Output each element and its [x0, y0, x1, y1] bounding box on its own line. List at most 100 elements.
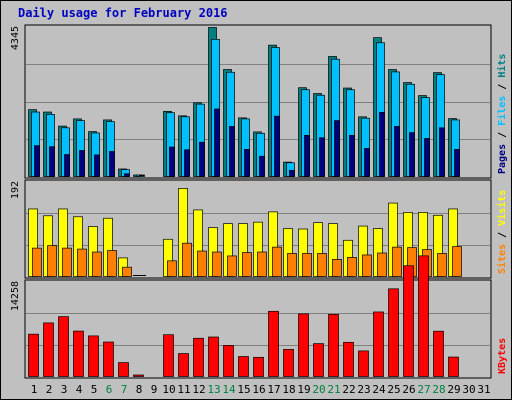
bar-kbytes-day-5 — [88, 335, 99, 377]
x-tick-label-day-3: 3 — [61, 383, 68, 396]
bar-pages-day-3 — [64, 154, 70, 177]
bar-pages-day-16 — [259, 155, 265, 177]
bar-pages-day-25 — [394, 126, 400, 177]
bar-sites-day-19 — [302, 253, 312, 277]
bar-kbytes-day-16 — [253, 356, 264, 377]
x-tick-label-day-28: 28 — [432, 383, 445, 396]
bar-pages-day-18 — [289, 169, 295, 177]
bar-kbytes-day-22 — [343, 341, 354, 377]
x-tick-label-day-23: 23 — [357, 383, 370, 396]
x-tick-label-day-27: 27 — [417, 383, 430, 396]
bar-sites-day-17 — [272, 246, 282, 277]
bar-sites-day-29 — [452, 246, 462, 277]
panel-pages-files-hits-axis-label: Pages / Files / Hits — [496, 54, 508, 174]
bar-kbytes-day-26 — [403, 265, 414, 377]
bar-sites-day-23 — [362, 254, 372, 277]
bar-kbytes-day-14 — [223, 345, 234, 377]
bar-sites-day-11 — [182, 242, 192, 277]
bar-kbytes-day-1 — [28, 333, 39, 377]
bar-sites-day-13 — [212, 251, 222, 277]
bar-kbytes-day-10 — [163, 334, 174, 377]
x-tick-label-day-16: 16 — [252, 383, 265, 396]
panel-kbytes-axis-label: KBytes — [497, 338, 508, 374]
bar-sites-day-15 — [242, 252, 252, 277]
x-tick-label-day-25: 25 — [387, 383, 400, 396]
bar-pages-day-10 — [169, 146, 175, 177]
x-tick-label-day-6: 6 — [106, 383, 113, 396]
bar-pages-day-21 — [334, 120, 340, 177]
x-tick-label-day-11: 11 — [177, 383, 190, 396]
bar-pages-day-7 — [124, 173, 130, 177]
bar-pages-day-20 — [319, 137, 325, 177]
bar-pages-day-5 — [94, 154, 100, 177]
bar-sites-day-25 — [392, 246, 402, 277]
bar-kbytes-day-3 — [58, 316, 69, 377]
bar-pages-day-23 — [364, 148, 370, 177]
bar-pages-day-2 — [49, 146, 55, 177]
x-tick-label-day-8: 8 — [136, 383, 143, 396]
x-tick-label-day-12: 12 — [192, 383, 205, 396]
axis-label-separator: / — [497, 126, 508, 144]
bar-kbytes-day-15 — [238, 356, 249, 377]
x-tick-label-day-30: 30 — [462, 383, 475, 396]
bar-pages-day-24 — [379, 112, 385, 177]
axis-label-kbytes: KBytes — [497, 338, 508, 374]
panel-pages-files-hits-ymax-label: 4345 — [10, 26, 21, 50]
bar-pages-day-28 — [439, 127, 445, 177]
bar-pages-day-11 — [184, 149, 190, 177]
x-tick-label-day-15: 15 — [237, 383, 250, 396]
bar-sites-day-14 — [227, 255, 237, 277]
bar-sites-day-1 — [32, 247, 42, 277]
bar-kbytes-day-4 — [73, 330, 84, 377]
bar-kbytes-day-28 — [433, 330, 444, 377]
x-tick-label-day-26: 26 — [402, 383, 415, 396]
x-tick-label-day-5: 5 — [91, 383, 98, 396]
bar-sites-day-16 — [257, 251, 267, 277]
axis-label-visits: Visits — [496, 190, 508, 226]
bar-kbytes-day-2 — [43, 322, 54, 377]
x-tick-label-day-14: 14 — [222, 383, 236, 396]
bar-sites-day-4 — [77, 248, 87, 277]
panel-visits-sites-ymax-label: 192 — [10, 181, 21, 199]
bar-pages-day-13 — [214, 108, 220, 177]
x-tick-label-day-9: 9 — [151, 383, 158, 396]
axis-label-separator: / — [497, 78, 508, 96]
bar-sites-day-5 — [92, 251, 102, 277]
x-tick-label-day-17: 17 — [267, 383, 280, 396]
axis-label-separator: / — [497, 226, 508, 244]
bar-sites-day-3 — [62, 247, 72, 277]
bar-kbytes-day-25 — [388, 288, 399, 377]
bar-sites-day-2 — [47, 245, 57, 277]
x-tick-label-day-24: 24 — [372, 383, 386, 396]
x-tick-label-day-31: 31 — [477, 383, 490, 396]
axis-label-sites: Sites — [496, 244, 508, 274]
bar-sites-day-24 — [377, 252, 387, 277]
axis-label-pages: Pages — [497, 144, 508, 174]
bar-sites-day-22 — [347, 257, 357, 277]
x-tick-label-day-7: 7 — [121, 383, 128, 396]
bar-kbytes-day-11 — [178, 353, 189, 377]
x-tick-label-day-2: 2 — [46, 383, 53, 396]
bar-kbytes-day-7 — [118, 362, 129, 377]
bar-pages-day-15 — [244, 149, 250, 177]
chart-title: Daily usage for February 2016 — [18, 6, 228, 20]
bar-kbytes-day-12 — [193, 337, 204, 377]
x-tick-label-day-29: 29 — [447, 383, 460, 396]
bar-pages-day-29 — [454, 149, 460, 177]
panel-kbytes-ymax-label: 14258 — [10, 281, 21, 311]
bar-kbytes-day-21 — [328, 314, 339, 377]
bar-pages-day-14 — [229, 126, 235, 177]
bar-kbytes-day-17 — [268, 310, 279, 377]
panel-visits-sites-axis-label: Sites / Visits — [496, 190, 508, 274]
bar-sites-day-10 — [167, 260, 177, 277]
bar-pages-day-17 — [274, 115, 280, 177]
bar-pages-day-1 — [34, 145, 40, 177]
x-tick-label-day-22: 22 — [342, 383, 355, 396]
bar-pages-day-22 — [349, 134, 355, 177]
bar-kbytes-day-6 — [103, 341, 114, 377]
x-tick-label-day-21: 21 — [327, 383, 340, 396]
bar-pages-day-6 — [109, 151, 115, 177]
bar-sites-day-8 — [137, 275, 146, 276]
